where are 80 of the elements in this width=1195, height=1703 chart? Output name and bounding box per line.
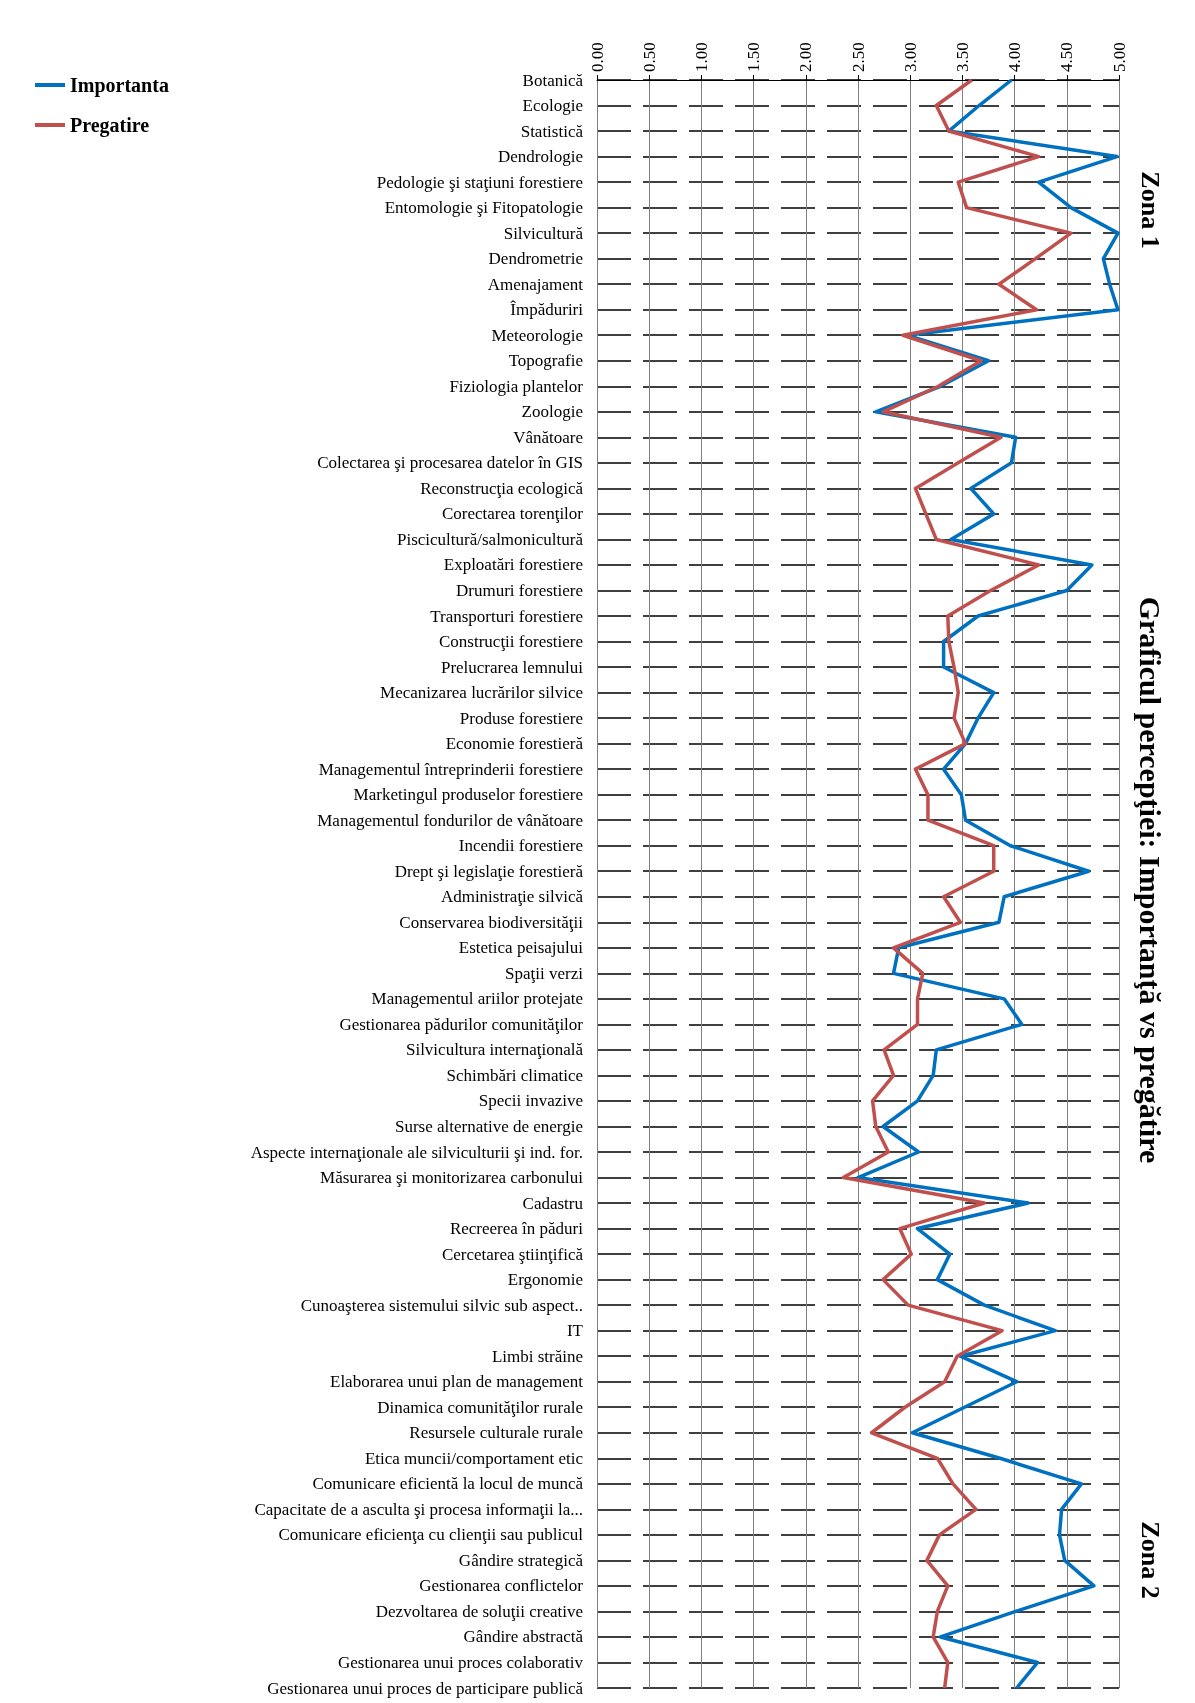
y-tick-label: Botanică bbox=[522, 70, 584, 90]
x-tick-label: 3.50 bbox=[952, 42, 972, 72]
text: Zona 2 bbox=[1135, 1521, 1165, 1599]
y-tick-label: Comunicare eficienţa cu clienţii sau publicul bbox=[278, 1525, 584, 1545]
x-tick-label: 0.50 bbox=[639, 42, 659, 72]
y-tick-label: Ergonomie bbox=[507, 1270, 583, 1290]
y-tick-label: Marketingul produselor forestiere bbox=[353, 785, 583, 805]
y-tick-label: Fiziologia plantelor bbox=[449, 376, 584, 396]
y-tick-label: Silvicultură bbox=[503, 223, 584, 243]
y-tick-label: Corectarea torenţilor bbox=[441, 504, 584, 524]
y-tick-label: Dezvoltarea de soluţii creative bbox=[375, 1601, 583, 1621]
x-tick-label: 0.00 bbox=[587, 42, 607, 72]
y-tick-label: Vânătoare bbox=[513, 427, 583, 447]
y-tick-label: Incendii forestiere bbox=[458, 836, 583, 856]
y-tick-label: Silvicultura internaţională bbox=[405, 1040, 584, 1060]
y-tick-label: Spaţii verzi bbox=[505, 963, 584, 983]
y-tick-label: Managementul ariilor protejate bbox=[371, 989, 583, 1009]
y-tick-label: Cadastru bbox=[522, 1193, 584, 1213]
legend-label: Pregatire bbox=[70, 114, 150, 137]
y-tick-label: Capacitate de a asculta şi procesa informaţii la... bbox=[254, 1499, 583, 1519]
y-tick-label: Ecologie bbox=[522, 96, 583, 116]
y-tick-label: Gestionarea unui proces colaborativ bbox=[338, 1652, 584, 1672]
x-tick-label: 2.00 bbox=[796, 42, 816, 72]
y-tick-label: Recreerea în păduri bbox=[449, 1219, 584, 1239]
x-tick-label: 2.50 bbox=[848, 42, 868, 72]
y-tick-label: Gândire strategică bbox=[458, 1550, 584, 1570]
y-tick-label: Zoologie bbox=[521, 402, 583, 422]
y-tick-label: Transporturi forestiere bbox=[430, 606, 583, 626]
y-tick-label: Surse alternative de energie bbox=[394, 1116, 583, 1136]
y-tick-label: Schimbări climatice bbox=[446, 1065, 583, 1085]
y-tick-label: Dendrometrie bbox=[488, 249, 583, 269]
y-tick-label: Gestionarea unui proces de participare publică bbox=[267, 1678, 584, 1698]
y-tick-label: Construcţii forestiere bbox=[439, 632, 583, 652]
y-tick-label: Gestionarea pădurilor comunităţilor bbox=[339, 1014, 584, 1034]
text: Zona 1 bbox=[1135, 171, 1165, 249]
x-tick-label: 1.50 bbox=[744, 42, 764, 72]
y-tick-label: Aspecte internaţionale ale silviculturii şi ind. for. bbox=[250, 1142, 583, 1162]
y-tick-label: Prelucrarea lemnului bbox=[440, 657, 584, 677]
x-tick-label: 4.50 bbox=[1057, 42, 1077, 72]
x-tick-label: 3.00 bbox=[900, 42, 920, 72]
y-tick-label: Managementul fondurilor de vânătoare bbox=[317, 810, 583, 830]
y-tick-label: Reconstrucţia ecologică bbox=[420, 478, 584, 498]
y-tick-label: Economie forestieră bbox=[445, 734, 584, 754]
text: Graficul percepţiei: Importanţă vs pregătire bbox=[1133, 596, 1167, 1164]
y-tick-label: Etica muncii/comportament etic bbox=[364, 1448, 584, 1468]
y-tick-label: Elaborarea unui plan de management bbox=[330, 1372, 584, 1392]
y-tick-label: Gândire abstractă bbox=[463, 1627, 584, 1647]
y-tick-label: Gestionarea conflictelor bbox=[419, 1576, 584, 1596]
legend-label: Importanta bbox=[70, 74, 169, 97]
y-tick-label: Drumuri forestiere bbox=[456, 580, 583, 600]
y-tick-label: Dendrologie bbox=[498, 147, 583, 167]
y-tick-label: Resursele culturale rurale bbox=[409, 1423, 583, 1443]
y-tick-label: Entomologie şi Fitopatologie bbox=[384, 198, 583, 218]
x-tick-label: 4.00 bbox=[1005, 42, 1025, 72]
y-tick-label: Pedologie şi staţiuni forestiere bbox=[376, 172, 583, 192]
x-tick-label: 1.00 bbox=[691, 42, 711, 72]
y-tick-label: Administraţie silvică bbox=[440, 887, 584, 907]
y-tick-label: Cercetarea ştiinţifică bbox=[441, 1244, 584, 1264]
y-tick-label: Cunoaşterea sistemului silvic sub aspect.. bbox=[300, 1295, 583, 1315]
y-tick-label: Conservarea biodiversităţii bbox=[399, 912, 584, 932]
y-tick-label: Colectarea şi procesarea datelor în GIS bbox=[317, 453, 583, 473]
x-tick-label: 5.00 bbox=[1109, 42, 1129, 72]
y-tick-label: Statistică bbox=[520, 121, 584, 141]
y-tick-label: Mecanizarea lucrărilor silvice bbox=[380, 683, 583, 703]
y-tick-label: Produse forestiere bbox=[459, 708, 583, 728]
y-tick-label: IT bbox=[566, 1321, 584, 1341]
y-tick-label: Drept şi legislaţie forestieră bbox=[394, 861, 584, 881]
y-tick-label: Comunicare eficientă la locul de muncă bbox=[312, 1474, 584, 1494]
y-tick-label: Limbi străine bbox=[491, 1346, 583, 1366]
y-tick-label: Specii invazive bbox=[478, 1091, 583, 1111]
y-tick-label: Dinamica comunităţilor rurale bbox=[377, 1397, 583, 1417]
y-tick-label: Estetica peisajului bbox=[458, 938, 584, 958]
y-tick-label: Amenajament bbox=[487, 274, 584, 294]
y-tick-label: Exploatări forestiere bbox=[443, 555, 583, 575]
y-tick-label: Topografie bbox=[508, 351, 583, 371]
y-tick-label: Împăduriri bbox=[510, 300, 584, 320]
y-tick-label: Managementul întreprinderii forestiere bbox=[318, 759, 583, 779]
y-tick-label: Măsurarea şi monitorizarea carbonului bbox=[320, 1168, 584, 1188]
y-tick-label: Piscicultură/salmonicultură bbox=[396, 529, 584, 549]
y-tick-label: Meteorologie bbox=[491, 325, 583, 345]
